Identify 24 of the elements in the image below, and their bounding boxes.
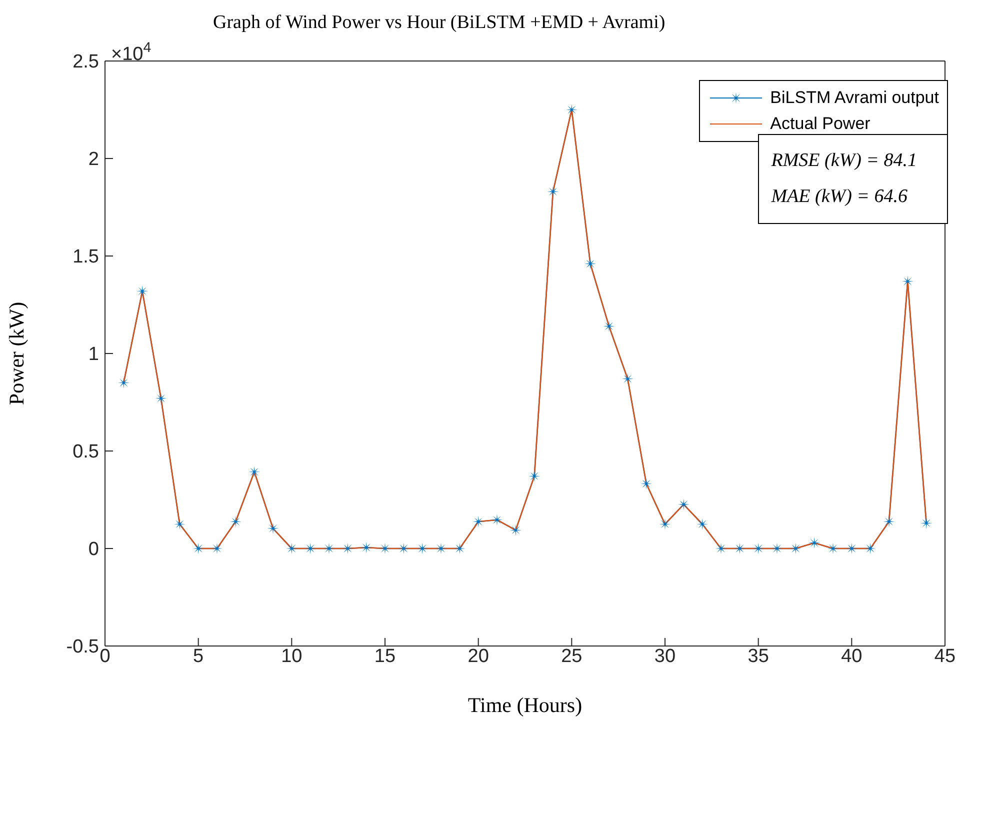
annotation: ×10$^{4}$ bbox=[111, 40, 152, 65]
x-tick-label: 30 bbox=[654, 646, 676, 667]
x-tick-label: 40 bbox=[841, 646, 862, 667]
y-tick-label: 0 bbox=[88, 539, 99, 560]
x-tick-label: 5 bbox=[193, 646, 204, 667]
y-tick-label: 2.5 bbox=[72, 52, 99, 73]
y-tick-label: -0.5 bbox=[66, 636, 99, 658]
y-tick-label: 0.5 bbox=[72, 442, 99, 463]
chart-title: Graph of Wind Power vs Hour (BiLSTM +EMD + Avrami) bbox=[212, 12, 666, 34]
y-tick-label: 1 bbox=[88, 344, 99, 366]
x-tick-label: 20 bbox=[468, 646, 489, 667]
annotation: MAE (kW) = 64.6 bbox=[771, 185, 908, 209]
x-axis-title: Time (Hours) bbox=[468, 693, 582, 717]
legend-label: Actual Power bbox=[770, 114, 870, 134]
annotation: RMSE (kW) = 84.1 bbox=[771, 149, 917, 173]
y-axis-title: Power (kW) bbox=[4, 302, 28, 406]
x-tick-label: 15 bbox=[374, 646, 396, 667]
x-tick-label: 35 bbox=[748, 646, 769, 667]
x-tick-label: 10 bbox=[281, 646, 302, 667]
y-tick-label: 2 bbox=[88, 149, 99, 170]
y-tick-label: 1.5 bbox=[72, 246, 99, 268]
x-tick-label: 25 bbox=[561, 646, 582, 667]
legend-label: BiLSTM Avrami output bbox=[770, 88, 939, 108]
x-tick-label: 45 bbox=[934, 646, 956, 667]
